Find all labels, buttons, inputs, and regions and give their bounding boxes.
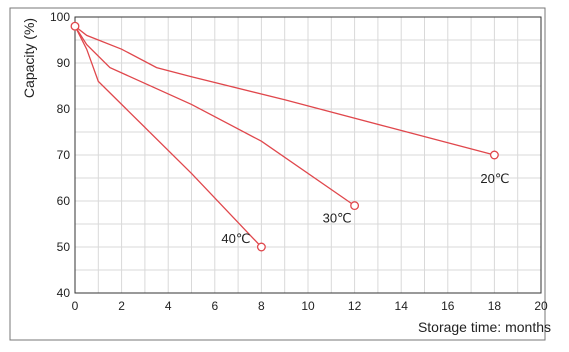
- series-lines: [70, 21, 499, 252]
- y-tick-label: 40: [57, 286, 71, 300]
- series-line-1: [74, 25, 495, 156]
- series-label: 40℃: [221, 231, 250, 246]
- x-tick-label: 12: [348, 299, 362, 313]
- x-tick-label: 20: [534, 299, 548, 313]
- image-border: [9, 7, 546, 341]
- plot-area: [74, 16, 542, 294]
- grid: [74, 16, 542, 294]
- x-tick-label: 10: [301, 299, 315, 313]
- series-end-marker: [489, 150, 499, 160]
- series-label: 30℃: [323, 211, 352, 226]
- series-start-marker: [70, 21, 80, 31]
- x-tick-label: 4: [165, 299, 172, 313]
- y-axis-label: Capacity (%): [21, 18, 37, 98]
- x-axis-label: Storage time: months: [418, 319, 551, 335]
- y-tick-label: 90: [57, 56, 71, 70]
- series-end-marker: [256, 242, 266, 252]
- series-label: 20℃: [480, 171, 509, 186]
- y-tick-label: 80: [57, 102, 71, 116]
- x-tick-label: 0: [72, 299, 79, 313]
- series-end-marker: [350, 201, 360, 211]
- y-tick-label: 70: [57, 148, 71, 162]
- y-tick-label: 60: [57, 194, 71, 208]
- x-tick-label: 6: [211, 299, 218, 313]
- x-tick-label: 14: [395, 299, 409, 313]
- x-tick-label: 8: [258, 299, 265, 313]
- x-tick-label: 16: [441, 299, 455, 313]
- y-tick-label: 50: [57, 240, 71, 254]
- series-line-3: [74, 25, 262, 248]
- series-labels: 20℃ 30℃ 40℃: [221, 171, 509, 246]
- y-tick-label: 100: [50, 10, 70, 24]
- x-tick-label: 2: [118, 299, 125, 313]
- x-tick-label: 18: [488, 299, 502, 313]
- x-tick-labels: 0 2 4 6 8 10 12 14 16 18 20: [72, 299, 548, 313]
- y-tick-labels: 100 90 80 70 60 50 40: [50, 10, 70, 300]
- series-line-2: [74, 25, 355, 207]
